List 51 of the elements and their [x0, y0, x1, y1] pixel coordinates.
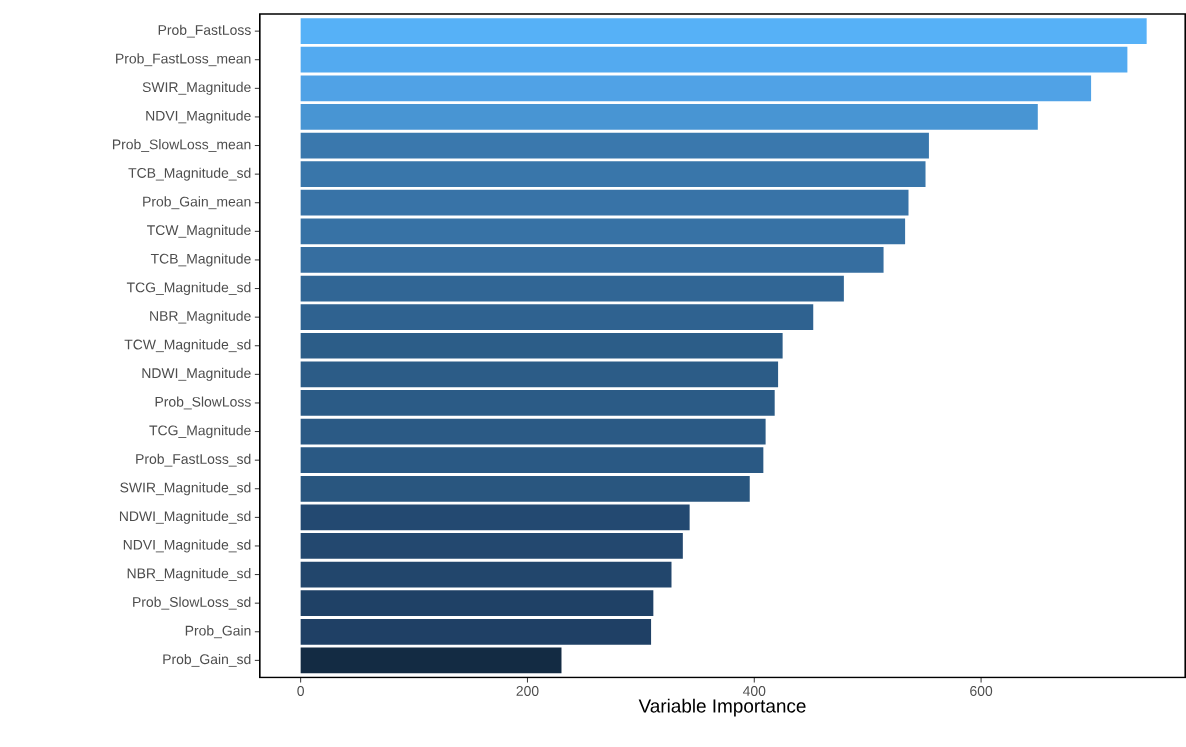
y-tick-label: NBR_Magnitude_sd: [127, 567, 251, 581]
bar: [300, 475, 750, 502]
y-tick-label: Prob_FastLoss_mean: [116, 53, 251, 66]
x-axis-title: Variable Importance: [638, 698, 806, 717]
y-tick-label: Prob_FastLoss: [158, 24, 251, 38]
bar: [300, 46, 1128, 73]
bar: [300, 418, 766, 445]
bar: [300, 590, 654, 616]
bar: [300, 618, 652, 645]
bar: [300, 447, 764, 473]
y-tick-label: TCW_Magnitude: [147, 224, 251, 238]
y-tick-label: NBR_Magnitude: [150, 310, 251, 324]
bar: [300, 275, 844, 302]
y-tick-label: Prob_SlowLoss: [155, 396, 251, 410]
bar: [300, 103, 1038, 130]
y-tick-label: SWIR_Magnitude: [142, 81, 251, 95]
x-tick-label: 400: [742, 685, 766, 696]
y-tick-label: TCG_Magnitude_sd: [126, 281, 251, 295]
y-tick-label: Prob_Gain_sd: [163, 653, 251, 667]
bar: [300, 504, 690, 530]
y-tick-label: Prob_FastLoss_sd: [136, 453, 251, 467]
bar: [300, 389, 775, 416]
bar: [300, 132, 929, 159]
bar: [300, 561, 672, 588]
bar: [300, 218, 906, 244]
y-tick-label: TCB_Magnitude_sd: [128, 167, 251, 181]
x-tick-label: 600: [970, 685, 993, 696]
bar: [300, 161, 926, 187]
y-tick-label: TCW_Magnitude_sd: [124, 339, 251, 353]
bar: [300, 304, 814, 330]
y-tick-label: Prob_SlowLoss_sd: [133, 596, 251, 610]
y-tick-label: NDVI_Magnitude: [146, 110, 251, 124]
x-tick-label: 200: [516, 685, 539, 696]
y-tick-label: TCB_Magnitude: [150, 253, 251, 267]
bar: [300, 75, 1092, 101]
bar: [300, 647, 562, 674]
y-tick-label: NDVI_Magnitude_sd: [123, 539, 251, 553]
bar: [300, 189, 909, 216]
bar: [300, 532, 683, 559]
y-tick-label: NDWI_Magnitude: [142, 367, 251, 381]
y-tick-label: Prob_Gain_mean: [143, 196, 251, 209]
y-tick-label: NDWI_Magnitude_sd: [119, 510, 251, 524]
bar: [300, 18, 1147, 44]
bar: [300, 361, 779, 387]
y-tick-label: TCG_Magnitude: [149, 424, 251, 438]
x-tick-label: 0: [297, 685, 304, 696]
y-tick-label: SWIR_Magnitude_sd: [120, 482, 251, 496]
bar: [300, 246, 884, 273]
y-tick-label: Prob_SlowLoss_mean: [112, 138, 251, 152]
bar: [300, 332, 783, 359]
y-tick-label: Prob_Gain: [185, 625, 251, 638]
